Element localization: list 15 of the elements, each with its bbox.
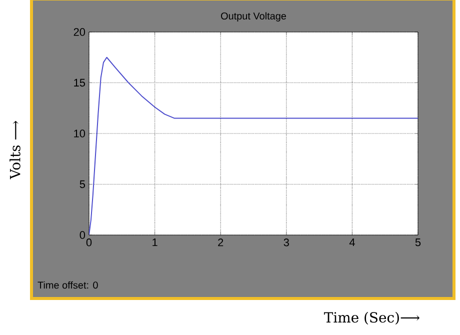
y-axis-title: Volts ⟶	[10, 120, 20, 180]
x-tick-label: 2	[218, 238, 224, 246]
y-tick-label: 0	[80, 231, 86, 239]
text: Time offset: 0	[38, 281, 98, 289]
x-tick-label: 4	[349, 238, 355, 246]
x-tick-label: 3	[284, 238, 289, 246]
x-tick-label: 0	[86, 238, 92, 246]
y-tick-label: 20	[74, 28, 86, 36]
y-tick-label: 5	[80, 180, 86, 188]
x-axis-title: Time (Sec)⟶	[324, 312, 420, 325]
y-tick-label: 10	[74, 130, 86, 138]
chart-title: Output Voltage	[221, 12, 286, 22]
x-tick-label: 1	[152, 238, 158, 246]
x-tick-label: 5	[415, 238, 421, 246]
y-tick-label: 15	[74, 78, 86, 87]
